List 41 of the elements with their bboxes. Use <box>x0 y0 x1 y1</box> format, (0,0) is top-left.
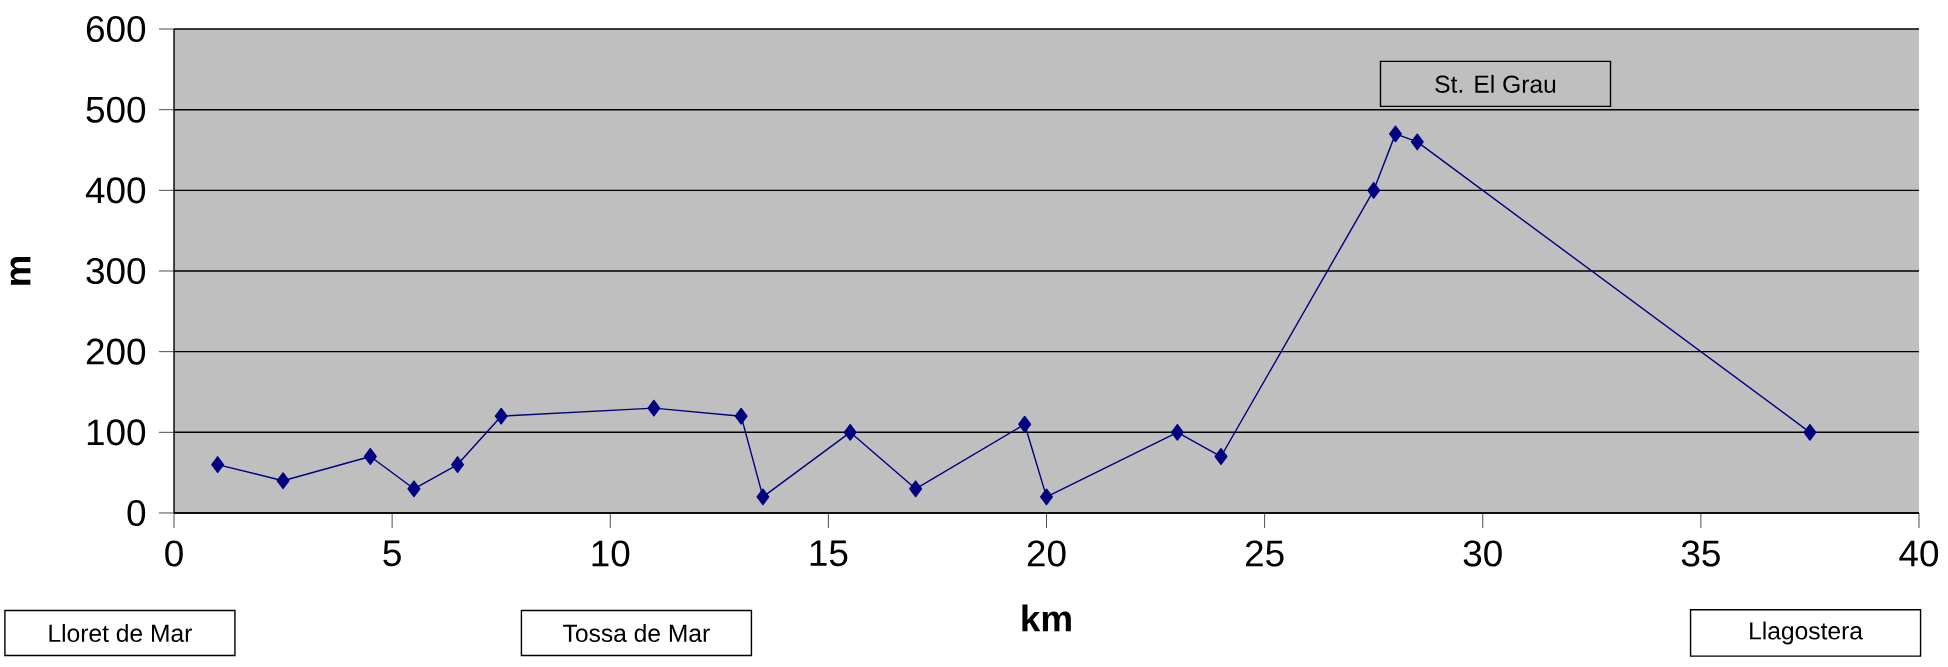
point <box>843 423 857 441</box>
point <box>1410 133 1424 151</box>
y-tick-label: 300 <box>86 257 146 285</box>
y-tick-label: 500 <box>86 96 146 123</box>
x-tick-label: 40 <box>1899 540 1939 567</box>
text: Lloret de Mar <box>49 623 192 642</box>
x-tick-label: 25 <box>1245 540 1284 567</box>
point <box>494 407 508 425</box>
point <box>734 407 748 425</box>
x-tick-label: 5 <box>383 540 401 567</box>
point <box>1170 423 1184 441</box>
text: Tossa de Mar <box>563 623 710 642</box>
point <box>1367 181 1381 199</box>
x-tick-label: 30 <box>1463 540 1502 567</box>
annotation: St. El Grau <box>1435 74 1556 93</box>
point <box>909 480 923 498</box>
text: Llagostera <box>1750 621 1863 645</box>
point <box>647 399 661 417</box>
x-tick-label: 10 <box>592 540 630 567</box>
point <box>276 472 290 490</box>
y-tick-label: 600 <box>86 15 146 43</box>
point <box>451 456 465 474</box>
x-tick-label: 15 <box>810 540 848 567</box>
y-tick-label: 0 <box>127 499 146 527</box>
point <box>1214 448 1228 465</box>
point <box>211 456 225 474</box>
y-tick-label: 400 <box>85 177 146 204</box>
x-tick-label: 20 <box>1027 540 1066 567</box>
point <box>1803 423 1817 441</box>
y-axis-title: m <box>10 256 31 285</box>
x-axis-title: km <box>1022 604 1071 632</box>
point <box>363 448 377 465</box>
point <box>1018 415 1032 433</box>
x-tick-label: 0 <box>165 540 183 567</box>
point <box>1040 488 1053 506</box>
point <box>1388 125 1402 143</box>
x-tick-label: 35 <box>1681 540 1720 567</box>
y-tick-label: 100 <box>87 419 146 446</box>
point <box>407 480 421 498</box>
point <box>756 488 770 506</box>
y-tick-label: 200 <box>86 338 146 365</box>
